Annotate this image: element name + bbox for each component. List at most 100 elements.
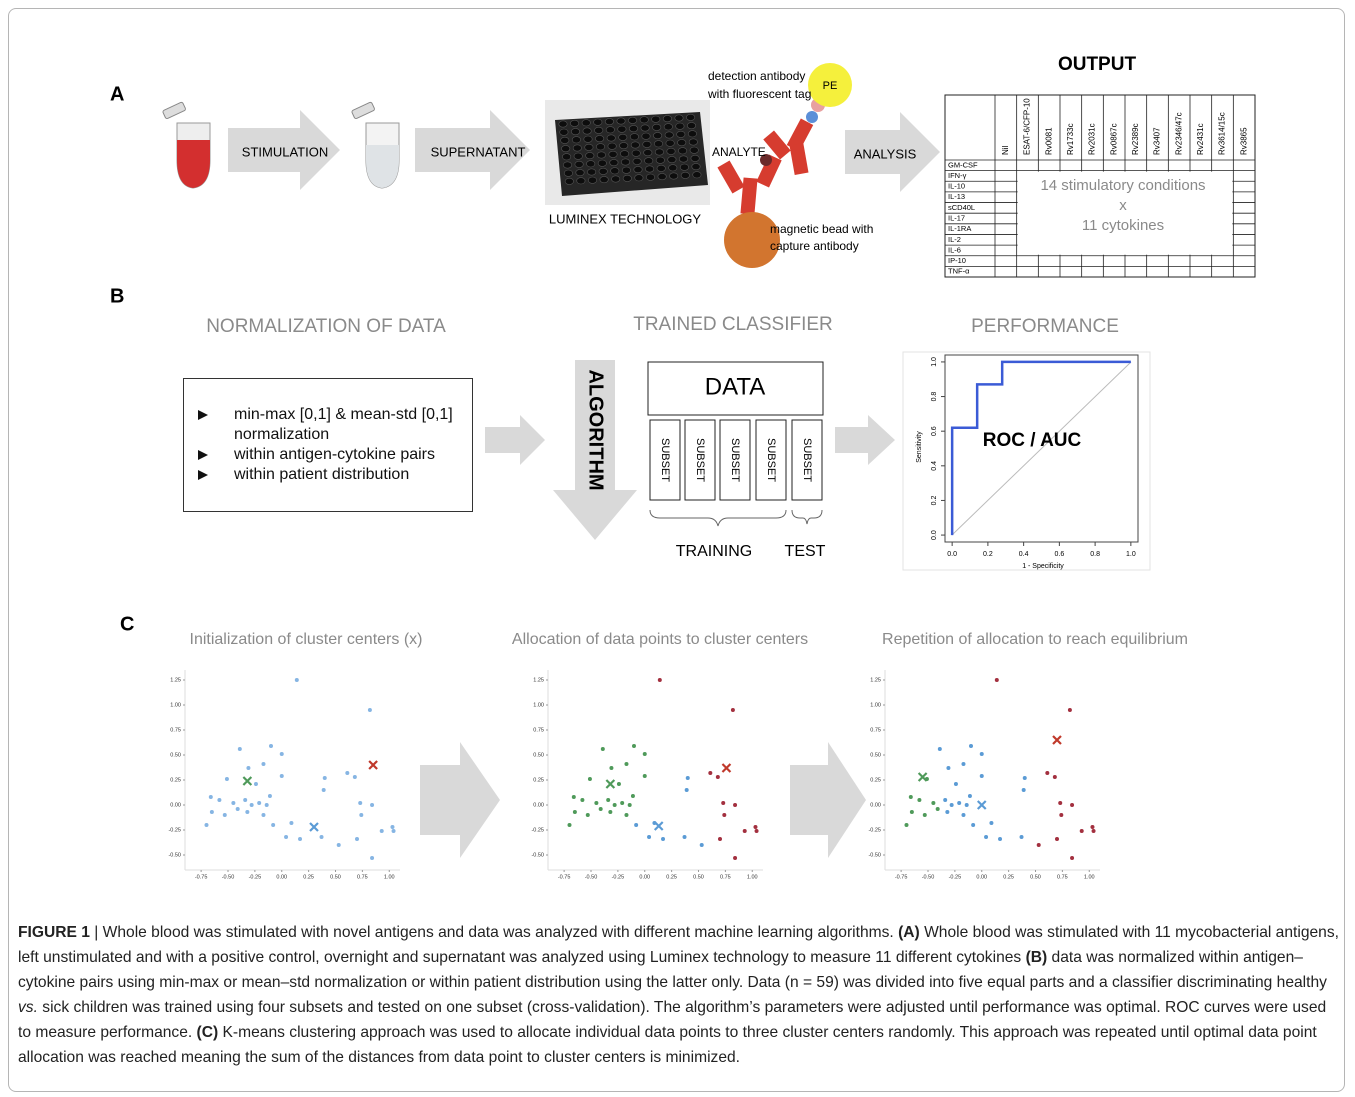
cluster-center [605,779,616,789]
data-point [733,803,738,807]
y-tick-label: -0.50 [531,852,544,858]
well [608,150,618,158]
x-tick-label: 0.50 [330,874,341,880]
data-point [294,678,299,682]
data-point [961,813,966,817]
well [620,150,630,158]
x-tick-label: -0.25 [949,874,962,880]
column-header: Rv2031c [1088,123,1097,155]
caption-text: (B) [1025,949,1048,966]
data-point [367,708,372,712]
well [641,132,651,140]
well [583,135,593,143]
data-point [204,823,209,827]
data-point [1070,803,1075,807]
y-tick-label: -0.50 [868,852,881,858]
well [607,142,617,150]
well [663,123,673,131]
data-point [572,810,577,814]
data-point [657,678,662,682]
well [675,122,685,130]
data-point [594,801,599,805]
data-point [1055,837,1059,841]
well [572,144,582,152]
pe-label: PE [823,80,838,92]
well [691,163,701,171]
table-blank [1017,171,1233,255]
well [640,124,650,132]
detection-label: detection antibody [708,69,805,83]
data-point [1091,829,1096,833]
x-tick-label: 0.25 [666,874,677,880]
well [563,169,573,177]
well [621,166,631,174]
well [619,142,629,150]
data-point [699,843,704,847]
column-header: Rv2431c [1196,123,1205,155]
data-point [708,771,713,775]
data-point [606,798,611,802]
well [654,148,664,156]
well [689,146,699,154]
data-point [682,835,687,839]
y-tick-label: 0.00 [533,802,544,808]
data-point [1052,775,1057,779]
y-tick-label: -0.50 [168,852,181,858]
data-point [917,798,922,802]
y-tick-label: -0.25 [531,827,544,833]
data-point [243,798,248,802]
y-tick-label: -0.25 [868,827,881,833]
y-tick-label: 0.2 [931,495,938,505]
data-point [612,803,617,807]
well [668,164,678,172]
data-point [567,823,572,827]
well [611,175,621,183]
well [584,143,594,151]
well [597,159,607,167]
data-point [620,801,625,805]
column-header: Rv3407 [1153,127,1162,155]
x-tick-label: 1.0 [1126,551,1136,558]
data-point [208,795,213,799]
plot-title: Initialization of cluster centers (x) [190,631,423,648]
well [642,140,652,148]
well [575,169,585,177]
figure-frame [8,8,1345,1092]
well [686,122,696,130]
data-point [998,837,1003,841]
data-point [269,744,273,748]
data-point [909,810,914,814]
cluster-center [368,760,378,770]
well [609,159,619,167]
data-point [945,810,950,814]
data-point [718,837,722,841]
data-point [642,774,647,778]
well [560,136,570,144]
subset-label: SUBSET [765,438,777,482]
caption-text: vs. [18,999,38,1016]
y-tick-label: 0.6 [931,426,938,436]
data-point [370,856,375,860]
well [664,131,674,139]
data-point [1079,829,1084,833]
well [657,173,667,181]
well [651,115,661,123]
data-point [1036,843,1041,847]
well [665,139,675,147]
data-point [245,810,250,814]
well [653,132,663,140]
well [595,135,605,143]
well [666,147,676,155]
row-header: IL-2 [948,235,961,244]
column-header: Rv2389c [1131,123,1140,155]
data-point [953,782,958,786]
data-point [627,803,632,807]
data-point [630,794,635,798]
data-point [715,775,720,779]
data-point [321,788,326,792]
y-tick-label: -0.25 [168,827,181,833]
row-header: IL-17 [948,213,965,222]
caption: FIGURE 1 | Whole blood was stimulated wi… [18,920,1340,1070]
well [587,168,597,176]
data-point [608,810,613,814]
